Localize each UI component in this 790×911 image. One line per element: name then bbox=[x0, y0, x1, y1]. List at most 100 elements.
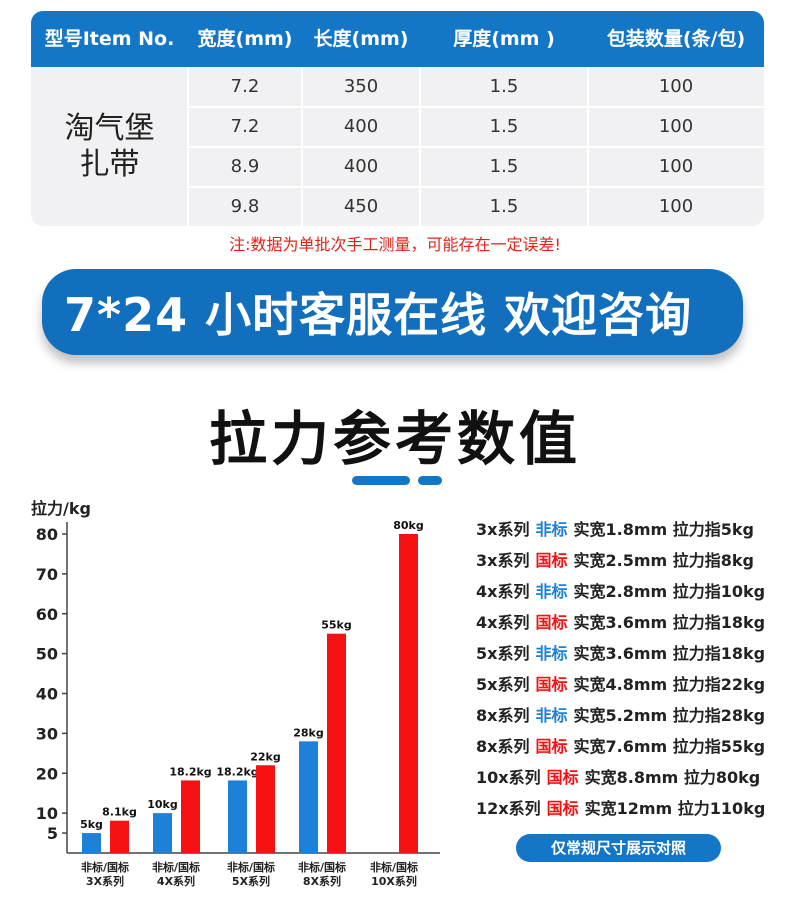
table-cell: 8.9 bbox=[230, 156, 260, 177]
y-tick-label: 30 bbox=[36, 724, 58, 743]
spec-table: 型号Item No. 宽度(mm) 长度(mm) 厚度(mm ) 包装数量(条/… bbox=[31, 11, 764, 226]
y-tick-label: 50 bbox=[36, 645, 58, 664]
bar-value-label: 28kg bbox=[293, 726, 324, 739]
x-category-label: 3X系列 bbox=[86, 874, 124, 888]
bar-value-label: 80kg bbox=[393, 519, 424, 532]
section-title: 拉力参考数值 bbox=[208, 405, 581, 473]
spec-detail: 实宽4.8mm 拉力指22kg bbox=[573, 675, 766, 694]
bar-国标 bbox=[399, 534, 418, 853]
bar-value-label: 8.1kg bbox=[102, 806, 137, 819]
spec-detail: 实宽5.2mm 拉力指28kg bbox=[573, 706, 766, 725]
table-divider bbox=[188, 106, 764, 108]
header-width: 宽度(mm) bbox=[197, 28, 293, 50]
x-category-label: 非标/国标 bbox=[227, 860, 275, 874]
spec-list: 3x系列 非标 实宽1.8mm 拉力指5kg 3x系列 国标 实宽2.5mm 拉力指8kg… bbox=[476, 514, 776, 824]
spec-list-item: 8x系列 国标 实宽7.6mm 拉力指55kg bbox=[476, 731, 776, 762]
header-length: 长度(mm) bbox=[313, 28, 409, 50]
x-category-label: 4X系列 bbox=[157, 874, 195, 888]
bar-value-label: 18.2kg bbox=[169, 765, 211, 778]
y-tick-label: 5 bbox=[47, 824, 58, 843]
header-thickness: 厚度(mm ) bbox=[453, 28, 555, 50]
header-pack-qty: 包装数量(条/包) bbox=[606, 28, 746, 50]
spec-list-item: 12x系列 国标 实宽12mm 拉力110kg bbox=[476, 793, 776, 824]
y-tick-label: 40 bbox=[36, 685, 58, 704]
bar-非标 bbox=[82, 833, 101, 853]
spec-detail: 实宽12mm 拉力110kg bbox=[584, 799, 766, 818]
y-tick-label: 20 bbox=[36, 764, 58, 783]
standard-tag: 非标 bbox=[535, 520, 568, 539]
table-divider bbox=[188, 186, 764, 188]
standard-tag: 非标 bbox=[535, 582, 568, 601]
spec-list-item: 3x系列 非标 实宽1.8mm 拉力指5kg bbox=[476, 514, 776, 545]
bar-value-label: 55kg bbox=[321, 619, 352, 632]
bar-value-label: 5kg bbox=[80, 818, 103, 831]
bar-value-label: 10kg bbox=[147, 798, 178, 811]
spec-detail: 实宽2.5mm 拉力指8kg bbox=[573, 551, 754, 570]
y-tick-label: 70 bbox=[36, 565, 58, 584]
table-cell: 400 bbox=[343, 116, 379, 137]
standard-tag: 非标 bbox=[535, 706, 568, 725]
size-comparison-pill: 仅常规尺寸展示对照 bbox=[516, 834, 721, 862]
standard-tag: 国标 bbox=[546, 768, 579, 787]
table-cell: 1.5 bbox=[489, 196, 519, 217]
standard-tag: 非标 bbox=[535, 644, 568, 663]
spec-list-item: 5x系列 国标 实宽4.8mm 拉力指22kg bbox=[476, 669, 776, 700]
standard-tag: 国标 bbox=[535, 551, 568, 570]
spec-list-item: 8x系列 非标 实宽5.2mm 拉力指28kg bbox=[476, 700, 776, 731]
y-tick-label: 80 bbox=[36, 525, 58, 544]
service-banner: 7*24 小时客服在线 欢迎咨询 bbox=[42, 269, 743, 355]
table-cell: 1.5 bbox=[489, 76, 519, 97]
x-category-label: 非标/国标 bbox=[370, 860, 418, 874]
spec-list-item: 4x系列 国标 实宽3.6mm 拉力指18kg bbox=[476, 607, 776, 638]
x-category-label: 10X系列 bbox=[371, 874, 417, 888]
spec-detail: 实宽3.6mm 拉力指18kg bbox=[573, 644, 766, 663]
spec-table-header: 型号Item No. 宽度(mm) 长度(mm) 厚度(mm ) 包装数量(条/… bbox=[31, 11, 764, 67]
table-cell: 450 bbox=[343, 196, 379, 217]
title-underline bbox=[352, 476, 410, 485]
bar-非标 bbox=[153, 813, 172, 853]
series-label: 4x系列 bbox=[476, 613, 530, 632]
spec-detail: 实宽8.8mm 拉力80kg bbox=[584, 768, 761, 787]
spec-list-item: 3x系列 国标 实宽2.5mm 拉力指8kg bbox=[476, 545, 776, 576]
series-label: 8x系列 bbox=[476, 737, 530, 756]
product-name-cell: 淘气堡扎带 bbox=[31, 67, 188, 226]
table-cell: 7.2 bbox=[230, 76, 260, 97]
bar-国标 bbox=[327, 633, 346, 853]
spec-detail: 实宽3.6mm 拉力指18kg bbox=[573, 613, 766, 632]
table-cell: 100 bbox=[658, 76, 694, 97]
x-category-label: 8X系列 bbox=[303, 874, 341, 888]
table-cell: 100 bbox=[658, 156, 694, 177]
series-label: 5x系列 bbox=[476, 644, 530, 663]
series-label: 5x系列 bbox=[476, 675, 530, 694]
spec-detail: 实宽1.8mm 拉力指5kg bbox=[573, 520, 754, 539]
y-tick-label: 10 bbox=[36, 804, 58, 823]
standard-tag: 国标 bbox=[535, 737, 568, 756]
bar-国标 bbox=[256, 765, 275, 853]
product-name: 淘气堡扎带 bbox=[64, 110, 155, 182]
spec-list-item: 4x系列 非标 实宽2.8mm 拉力指10kg bbox=[476, 576, 776, 607]
spec-detail: 实宽7.6mm 拉力指55kg bbox=[573, 737, 766, 756]
spec-list-item: 5x系列 非标 实宽3.6mm 拉力指18kg bbox=[476, 638, 776, 669]
table-cell: 7.2 bbox=[230, 116, 260, 137]
table-cell: 350 bbox=[343, 76, 379, 97]
series-label: 4x系列 bbox=[476, 582, 530, 601]
table-cell: 9.8 bbox=[230, 196, 260, 217]
x-category-label: 非标/国标 bbox=[298, 860, 346, 874]
table-cell: 100 bbox=[658, 196, 694, 217]
bar-value-label: 22kg bbox=[250, 750, 281, 763]
table-cell: 100 bbox=[658, 116, 694, 137]
spec-list-item: 10x系列 国标 实宽8.8mm 拉力80kg bbox=[476, 762, 776, 793]
standard-tag: 国标 bbox=[535, 675, 568, 694]
x-category-label: 非标/国标 bbox=[81, 860, 129, 874]
standard-tag: 国标 bbox=[546, 799, 579, 818]
series-label: 12x系列 bbox=[476, 799, 541, 818]
series-label: 3x系列 bbox=[476, 520, 530, 539]
table-cell: 1.5 bbox=[489, 156, 519, 177]
y-tick-label: 60 bbox=[36, 605, 58, 624]
table-cell: 400 bbox=[343, 156, 379, 177]
x-category-label: 非标/国标 bbox=[152, 860, 200, 874]
standard-tag: 国标 bbox=[535, 613, 568, 632]
series-label: 3x系列 bbox=[476, 551, 530, 570]
tensile-bar-chart: 拉力/kg510203040506070805kg8.1kg非标/国标3X系列1… bbox=[31, 499, 440, 888]
header-item-no: 型号Item No. bbox=[44, 28, 175, 50]
